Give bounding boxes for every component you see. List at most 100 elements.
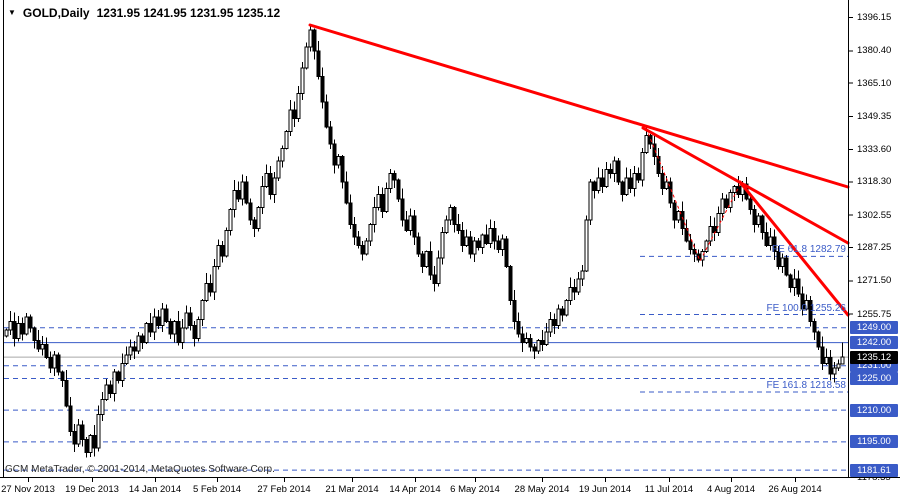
candle xyxy=(548,318,553,333)
candle xyxy=(644,135,649,153)
bear-candle xyxy=(828,356,833,375)
date-axis-label: 14 Apr 2014 xyxy=(389,484,441,495)
candle xyxy=(556,308,561,327)
bear-candle xyxy=(484,234,489,244)
candle xyxy=(732,185,737,194)
bear-candle xyxy=(60,371,65,382)
candle xyxy=(580,270,585,280)
bear-candle xyxy=(420,253,425,268)
candle xyxy=(408,215,413,232)
bear-candle xyxy=(168,320,173,335)
candle xyxy=(640,151,645,181)
bear-candle xyxy=(404,219,409,232)
candle xyxy=(180,327,185,344)
bear-candle xyxy=(156,316,161,327)
bear-candle xyxy=(412,215,417,238)
candle xyxy=(444,219,449,234)
candle xyxy=(288,109,293,132)
price-axis-label: 1271.50 xyxy=(857,275,892,287)
bear-candle xyxy=(788,274,793,289)
bear-candle xyxy=(820,346,825,365)
bear-candle xyxy=(600,177,605,187)
candle xyxy=(832,367,837,375)
candle xyxy=(524,337,529,344)
candle xyxy=(632,173,637,189)
candle xyxy=(184,312,189,329)
bear-candle xyxy=(392,173,397,181)
candle xyxy=(564,299,569,316)
candle xyxy=(224,230,229,257)
date-axis-label: 4 Aug 2014 xyxy=(706,484,756,495)
fibonacci-level-label: FE 61.8 1282.79 xyxy=(772,244,846,256)
date-axis-label: 27 Feb 2014 xyxy=(257,484,311,495)
date-axis-label: 5 Feb 2014 xyxy=(192,484,242,495)
bear-candle xyxy=(348,202,353,225)
level-price-badge: 1210.00 xyxy=(850,403,898,417)
ohlc-readout: 1231.95 1241.95 1231.95 1235.12 xyxy=(96,6,281,20)
bear-candle xyxy=(808,299,813,322)
candles-group xyxy=(4,25,845,458)
bear-candle xyxy=(652,143,657,158)
bear-candle xyxy=(252,219,257,230)
price-axis-label: 1302.55 xyxy=(857,209,892,221)
candle xyxy=(804,299,809,310)
bear-candle xyxy=(628,177,633,189)
bear-candle xyxy=(476,240,481,249)
fibonacci-level-label: FE 161.8 1218.58 xyxy=(766,380,846,392)
bear-candle xyxy=(320,75,325,103)
bear-candle xyxy=(608,168,613,175)
bear-candle xyxy=(516,320,521,335)
fibonacci-reference-line[interactable] xyxy=(645,127,743,263)
bear-candle xyxy=(80,424,85,441)
candle xyxy=(112,371,117,394)
bear-candle xyxy=(356,236,361,246)
candle xyxy=(16,323,21,339)
price-axis-label: 1178.35 xyxy=(857,471,891,483)
bear-candle xyxy=(20,323,25,335)
bear-candle xyxy=(340,156,345,183)
bear-candle xyxy=(248,202,253,221)
bear-candle xyxy=(64,380,69,407)
bear-candle xyxy=(452,206,457,225)
candle xyxy=(576,278,581,293)
symbol-dropdown-icon[interactable]: ▼ xyxy=(8,8,16,17)
bear-candle xyxy=(660,173,665,189)
price-axis-label: 1349.35 xyxy=(857,110,892,122)
date-axis-label: 11 Jul 2014 xyxy=(644,484,694,495)
bear-candle xyxy=(672,202,677,221)
bear-candle xyxy=(188,312,193,327)
date-axis-label: 19 Jun 2014 xyxy=(578,484,632,495)
candle xyxy=(480,234,485,249)
bear-candle xyxy=(620,181,625,196)
bear-candle xyxy=(56,354,61,373)
candle xyxy=(368,223,373,242)
candle xyxy=(436,257,441,284)
bear-candle xyxy=(236,190,241,200)
date-axis-label: 14 Jan 2014 xyxy=(128,484,182,495)
candle xyxy=(388,173,393,189)
candle xyxy=(144,323,149,344)
bear-candle xyxy=(344,181,349,204)
candle xyxy=(300,67,305,94)
trendline-red-3[interactable] xyxy=(738,180,850,317)
candle xyxy=(700,251,705,261)
price-axis-label: 1380.40 xyxy=(857,45,892,57)
level-price-badge: 1195.00 xyxy=(850,435,898,449)
candle xyxy=(424,251,429,268)
bear-candle xyxy=(44,344,49,358)
bear-candle xyxy=(148,323,153,333)
price-axis-label: 1396.15 xyxy=(857,12,892,23)
date-axis-label: 26 Aug 2014 xyxy=(768,484,822,495)
price-axis-label: 1365.10 xyxy=(857,77,892,89)
bear-candle xyxy=(268,173,273,196)
bear-candle xyxy=(192,325,197,339)
candle xyxy=(24,316,29,335)
trendline-red-2[interactable] xyxy=(641,126,850,245)
bear-candle xyxy=(116,371,121,382)
bear-candle xyxy=(292,109,297,120)
date-axis-label: 27 Nov 2013 xyxy=(1,484,55,495)
bear-candle xyxy=(32,327,37,341)
trendline-red-1[interactable] xyxy=(308,23,850,189)
candle xyxy=(284,130,289,149)
